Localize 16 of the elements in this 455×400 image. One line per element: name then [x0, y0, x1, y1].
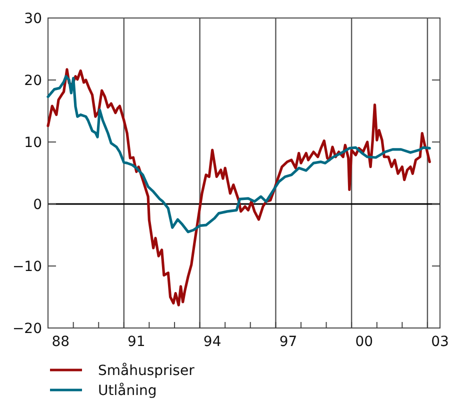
x-tick-label: 94 [203, 334, 222, 350]
x-tick-label: 91 [128, 334, 146, 350]
legend-label: Utlåning [98, 382, 157, 399]
x-tick-label: 03 [431, 334, 449, 350]
legend-label: Småhuspriser [98, 362, 195, 379]
x-tick-label: 97 [279, 334, 298, 350]
line-series [46, 68, 431, 306]
y-tick-label: 10 [24, 134, 42, 151]
y-tick-label: 0 [33, 196, 42, 213]
y-tick-label: 30 [24, 10, 42, 27]
y-tick-label: 20 [24, 72, 42, 89]
x-tick-label: 88 [52, 334, 70, 350]
y-tick-label: −20 [12, 320, 42, 337]
y-tick-label: −10 [12, 258, 42, 275]
x-tick-label: 00 [355, 334, 374, 350]
line-series [46, 74, 431, 234]
